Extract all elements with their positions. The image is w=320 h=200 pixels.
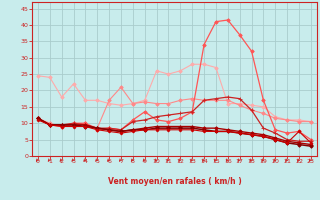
X-axis label: Vent moyen/en rafales ( km/h ): Vent moyen/en rafales ( km/h ): [108, 177, 241, 186]
